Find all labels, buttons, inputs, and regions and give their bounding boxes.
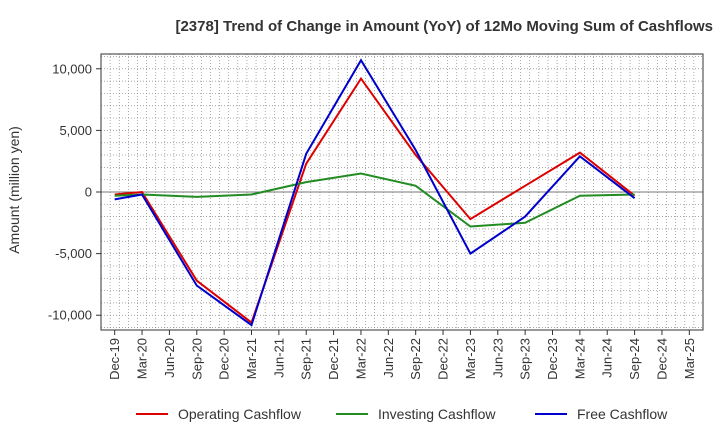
y-tick-label: 5,000 <box>59 123 92 138</box>
x-tick-label: Mar-25 <box>682 338 697 379</box>
x-tick-label: Dec-24 <box>654 338 669 380</box>
x-tick-label: Sep-24 <box>627 338 642 380</box>
x-tick-label: Dec-19 <box>107 338 122 380</box>
y-axis-label: Amount (million yen) <box>6 126 22 254</box>
x-tick-label: Jun-23 <box>490 338 505 378</box>
chart-title: [2378] Trend of Change in Amount (YoY) o… <box>175 18 713 35</box>
series-line-2 <box>114 58 636 327</box>
series-line-1 <box>114 172 635 228</box>
x-tick-label: Mar-21 <box>244 338 259 379</box>
x-tick-label: Mar-23 <box>463 338 478 379</box>
series-line-0 <box>114 76 636 325</box>
x-tick-label: Mar-20 <box>135 338 150 379</box>
x-tick-label: Sep-22 <box>408 338 423 380</box>
x-tick-label: Sep-23 <box>518 338 533 380</box>
legend-label: Investing Cashflow <box>378 406 496 422</box>
x-tick-label: Dec-21 <box>326 338 341 380</box>
x-tick-label: Dec-22 <box>436 338 451 380</box>
y-tick-label: -5,000 <box>55 246 92 261</box>
x-tick-label: Dec-20 <box>217 338 232 380</box>
y-tick-label: 10,000 <box>52 61 92 76</box>
x-tick-label: Jun-20 <box>162 338 177 378</box>
x-tick-label: Jun-22 <box>381 338 396 378</box>
x-tick-label: Dec-23 <box>545 338 560 380</box>
x-tick-label: Mar-22 <box>353 338 368 379</box>
legend: Operating Cashflow Investing Cashflow Free… <box>136 406 668 422</box>
legend-label: Operating Cashflow <box>178 406 302 422</box>
y-tick-label: 0 <box>85 185 92 200</box>
x-tick-label: Jun-24 <box>600 338 615 378</box>
legend-label: Free Cashflow <box>577 406 668 422</box>
plot-area: 10,000 5,000 0 -5,000 -10,000 Dec-19 Mar-20 Jun… <box>48 53 704 380</box>
x-tick-label: Jun-21 <box>271 338 286 378</box>
x-tick-label: Mar-24 <box>572 338 587 379</box>
x-tick-label: Sep-20 <box>189 338 204 380</box>
y-tick-label: -10,000 <box>48 308 92 323</box>
x-tick-label: Sep-21 <box>299 338 314 380</box>
